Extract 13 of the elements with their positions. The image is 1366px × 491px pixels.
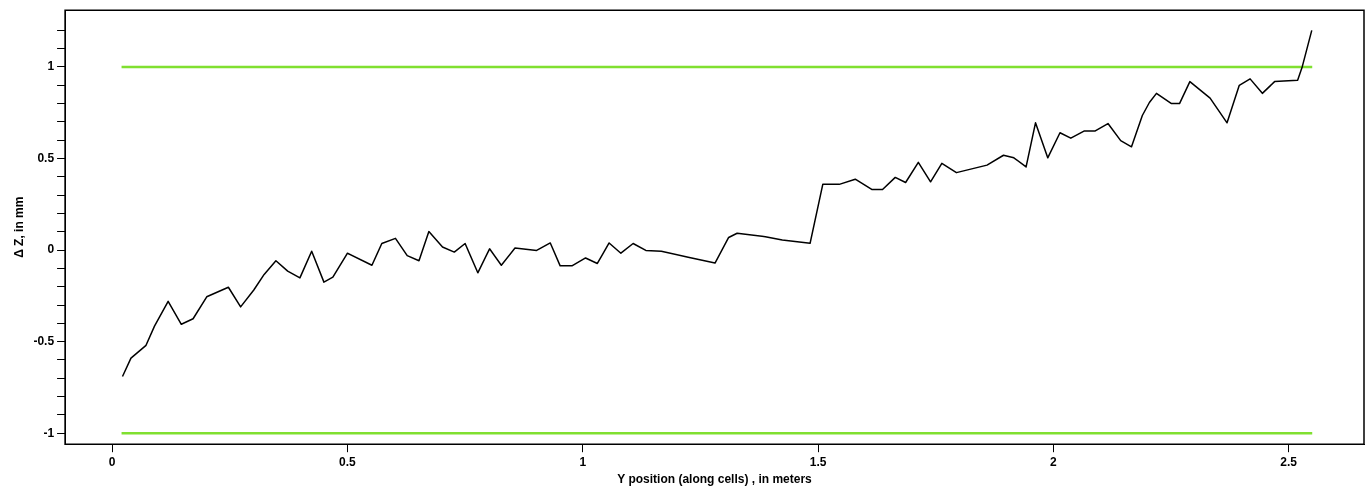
x-axis-title: Y position (along cells) , in meters [617,472,813,487]
y-tick-label: -0.5 [33,333,55,348]
y-tick-label: 1 [47,59,55,74]
x-tick-label: 0.5 [339,454,357,469]
y-axis-title: Δ Z, in mm [11,196,26,258]
y-tick-label: -1 [43,425,55,440]
y-tick-label: 0 [47,242,55,257]
x-tick-label: 0 [108,454,116,469]
x-tick-label: 2 [1050,454,1058,469]
x-tick-label: 1.5 [809,454,827,469]
y-tick-label: 0.5 [37,150,55,165]
x-tick-label: 1 [579,454,587,469]
x-tick-label: 2.5 [1280,454,1298,469]
